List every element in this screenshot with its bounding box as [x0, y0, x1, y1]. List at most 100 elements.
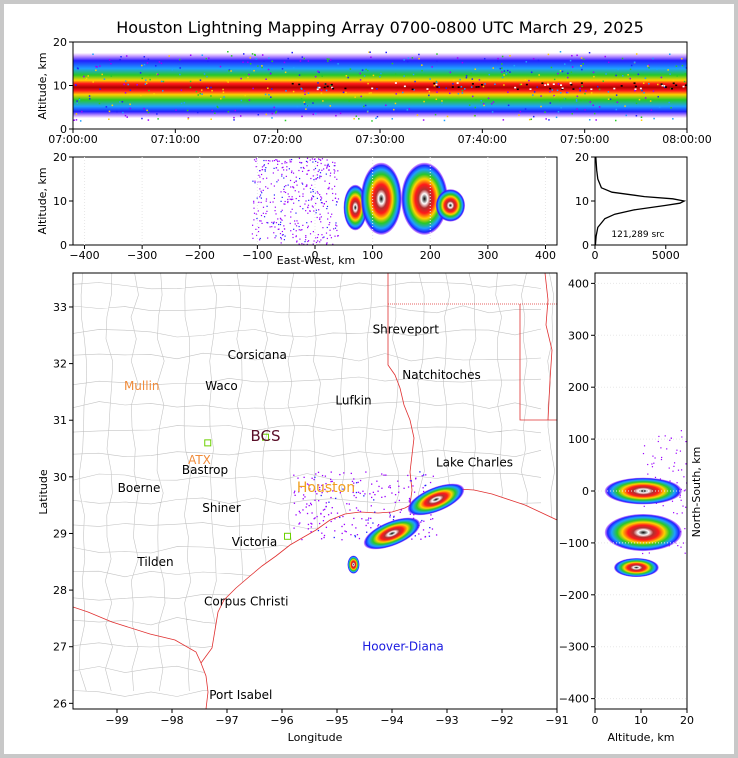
time-altitude-source: [367, 110, 369, 112]
time-altitude-source: [536, 86, 538, 88]
time-altitude-source: [648, 67, 650, 69]
map-source: [428, 531, 430, 534]
east-west-source: [317, 158, 320, 160]
east-west-source: [306, 173, 308, 175]
map-source: [393, 515, 395, 518]
time-altitude-source: [73, 119, 75, 121]
north-south-source: [682, 542, 685, 544]
east-west-source: [321, 234, 323, 236]
map-source: [357, 509, 359, 511]
map-place-label: Tilden: [136, 555, 173, 569]
east-west-source: [266, 210, 268, 212]
east-west-source: [326, 242, 328, 244]
east-west-source: [317, 170, 319, 173]
time-altitude-source: [403, 59, 405, 61]
east-west-source: [319, 194, 321, 196]
time-altitude-source: [456, 57, 459, 59]
east-west-source: [264, 170, 266, 172]
map-source: [318, 522, 321, 525]
east-west-source: [315, 160, 317, 162]
time-altitude-source: [275, 110, 278, 113]
time-altitude-source: [353, 117, 355, 120]
east-west-source: [313, 240, 315, 242]
map-source: [314, 476, 316, 478]
east-west-source: [328, 186, 330, 188]
time-altitude-source: [567, 91, 569, 94]
time-altitude-source: [248, 99, 251, 101]
time-altitude-source: [239, 115, 242, 117]
time-altitude-source: [145, 79, 147, 81]
east-west-source: [327, 212, 329, 214]
north-south-source: [654, 457, 656, 459]
time-altitude-source: [129, 103, 131, 106]
time-altitude-source: [641, 89, 643, 92]
map-source: [342, 515, 344, 518]
map-source: [308, 484, 310, 486]
map-source: [325, 482, 327, 485]
time-altitude-source: [230, 55, 233, 57]
east-west-source: [272, 172, 274, 174]
east-west-source: [336, 178, 338, 180]
time-altitude-source: [581, 68, 583, 71]
east-west-source: [255, 228, 257, 230]
time-altitude-source: [179, 73, 181, 76]
time-altitude-source: [411, 57, 414, 59]
time-altitude-source: [305, 104, 307, 107]
east-west-source: [271, 221, 273, 224]
time-altitude-source: [201, 93, 203, 95]
time-altitude-source: [528, 79, 530, 82]
east-west-source: [305, 236, 307, 238]
north-south-source: [643, 505, 645, 507]
time-altitude-source: [273, 106, 275, 109]
histogram-xtick: 0: [592, 249, 599, 262]
north-south-source: [651, 463, 653, 465]
map-source: [341, 539, 343, 541]
lma-station-0: [204, 439, 212, 447]
time-altitude-source: [233, 116, 235, 119]
map-source: [301, 538, 303, 541]
time-altitude-source: [615, 74, 617, 77]
map-source: [408, 497, 411, 500]
east-west-source: [307, 212, 309, 214]
east-west-source: [327, 165, 329, 167]
east-west-source: [336, 225, 338, 227]
east-west-source: [275, 222, 278, 224]
map-source: [357, 481, 359, 484]
east-west-source: [312, 161, 314, 163]
time-altitude-core-source: [344, 87, 347, 90]
map-source: [388, 512, 391, 514]
map-source: [378, 485, 380, 488]
map-place-label: Boerne: [118, 481, 161, 495]
time-altitude-core-source: [332, 87, 335, 90]
map-ytick: 30: [53, 471, 67, 484]
time-altitude-source: [83, 75, 85, 78]
time-altitude-source: [637, 73, 640, 76]
map-ylabel: Latitude: [37, 469, 50, 515]
map-source: [432, 475, 434, 477]
map-ytick: 32: [53, 358, 67, 371]
time-altitude-ylabel: Altitude, km: [36, 52, 49, 119]
north-south-source: [681, 436, 683, 438]
time-altitude-source: [348, 100, 350, 102]
time-altitude-source: [681, 64, 684, 67]
map-source: [345, 531, 347, 533]
time-altitude-source: [621, 75, 624, 77]
map-source: [323, 534, 326, 537]
time-altitude-source: [149, 78, 151, 81]
time-altitude-source: [337, 63, 339, 65]
east-west-source: [326, 208, 328, 210]
time-altitude-source: [136, 84, 138, 86]
map-source: [383, 508, 385, 511]
time-altitude-source: [452, 83, 454, 85]
east-west-source: [329, 175, 331, 177]
east-west-source: [326, 237, 328, 240]
map-source: [331, 480, 333, 483]
north-south-source: [680, 499, 682, 501]
east-west-source: [277, 169, 279, 171]
east-west-source: [274, 210, 276, 212]
east-west-source: [327, 218, 329, 220]
east-west-source: [334, 197, 337, 199]
north-south-panel: 0 10 20 −400 −300 −200 −100 0 100 200 300 400 Altit…: [559, 272, 703, 744]
time-altitude-source: [395, 93, 397, 95]
map-source: [421, 519, 423, 522]
